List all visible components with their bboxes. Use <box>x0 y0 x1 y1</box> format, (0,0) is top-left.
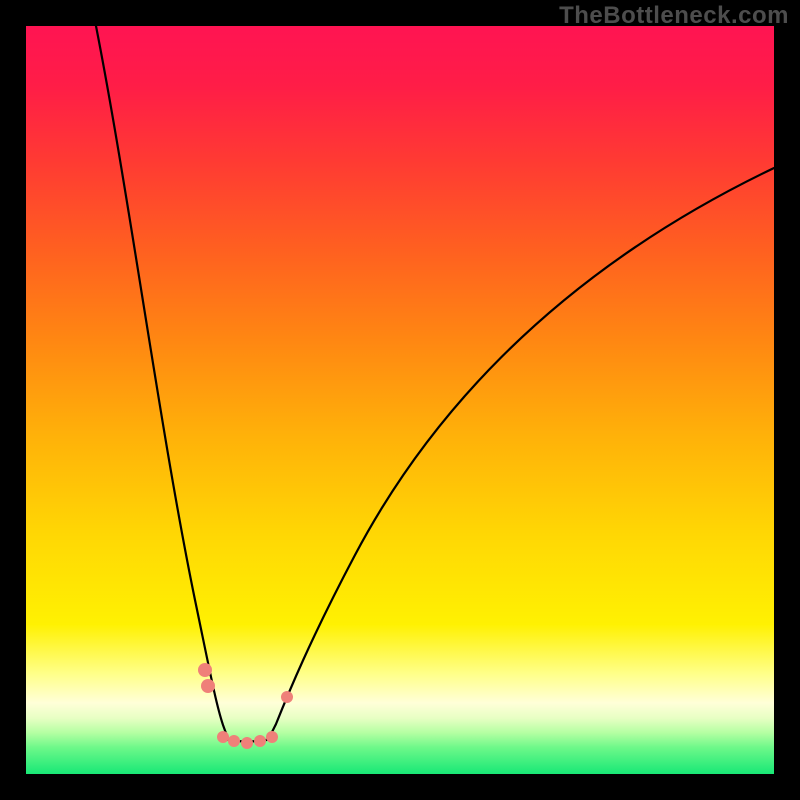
data-marker <box>198 663 212 677</box>
frame-left <box>0 0 26 800</box>
frame-right <box>774 0 800 800</box>
bottleneck-chart: TheBottleneck.com <box>0 0 800 800</box>
data-marker <box>281 691 293 703</box>
data-marker <box>228 735 240 747</box>
data-marker <box>201 679 215 693</box>
frame-bottom <box>0 774 800 800</box>
data-marker <box>217 731 229 743</box>
gradient-background <box>26 26 774 774</box>
watermark-text: TheBottleneck.com <box>559 2 789 29</box>
data-marker <box>266 731 278 743</box>
data-marker <box>254 735 266 747</box>
data-marker <box>241 737 253 749</box>
